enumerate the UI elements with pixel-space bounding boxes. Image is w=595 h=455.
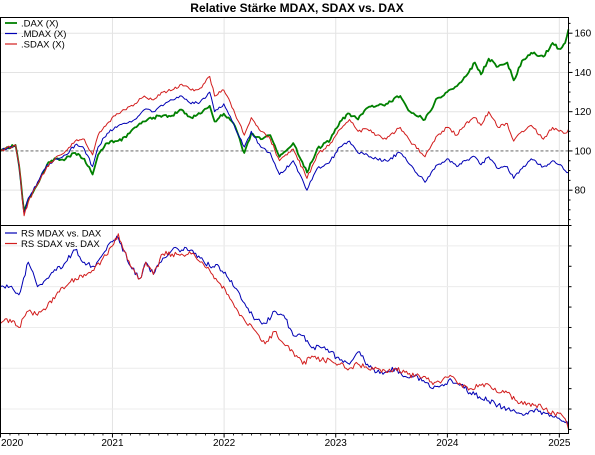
- legend-label: RS MDAX vs. DAX: [21, 228, 102, 239]
- x-tick-label: 2021: [101, 438, 124, 449]
- series-line-mdaxx: [0, 91, 569, 215]
- bottom-grid: [0, 225, 569, 434]
- top-y-tick-label: 80: [575, 186, 587, 197]
- series-line-sdaxx: [0, 75, 569, 217]
- top-y-axis: 80 100 120 140 160: [568, 22, 592, 221]
- x-tick-label: 2025: [548, 438, 571, 449]
- x-tick-label: 2023: [325, 438, 348, 449]
- top-grid: [0, 17, 569, 226]
- x-axis: 2020 2021 2022 2023 2024 2025: [0, 433, 571, 449]
- legend-label: RS SDAX vs. DAX: [21, 239, 100, 250]
- bottom-panel-frame: [0, 225, 569, 434]
- top-series-lines: [0, 29, 570, 217]
- top-y-tick-label: 140: [575, 68, 592, 79]
- top-panel: 80 100 120 140 160 .DAX (X).MDAX (X).SDAX (X…: [0, 17, 592, 226]
- chart-title: Relative Stärke MDAX, SDAX vs. DAX: [190, 1, 403, 15]
- legend-label: .DAX (X): [21, 18, 58, 29]
- series-line-daxx: [0, 29, 570, 213]
- top-y-tick-label: 120: [575, 107, 592, 118]
- x-tick-label: 2022: [213, 438, 236, 449]
- x-tick-label: 2024: [436, 438, 459, 449]
- bottom-series-lines: [0, 233, 569, 430]
- rs-line-sdax: [0, 233, 569, 430]
- top-y-tick-label: 100: [575, 146, 592, 157]
- bottom-y-axis: [568, 225, 572, 430]
- x-tick-label: 2020: [1, 438, 24, 449]
- top-y-tick-label: 160: [575, 29, 592, 40]
- legend-label: .SDAX (X): [21, 39, 65, 50]
- top-legend: .DAX (X).MDAX (X).SDAX (X): [5, 18, 66, 50]
- legend-label: .MDAX (X): [21, 29, 66, 40]
